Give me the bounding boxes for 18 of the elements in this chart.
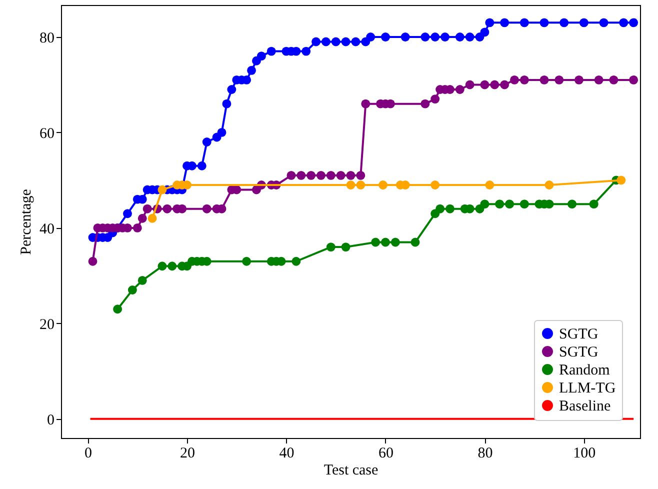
y-tick-label: 60 (40, 126, 54, 142)
y-axis-title: Percentage (18, 188, 34, 255)
legend-label: Baseline (559, 398, 611, 414)
x-tick-label: 20 (180, 446, 196, 462)
y-tick-label: 80 (40, 30, 54, 46)
x-tick-label: 60 (378, 446, 394, 462)
x-tick-label: 100 (573, 446, 596, 462)
x-axis-title: Test case (324, 462, 379, 478)
y-tick-label: 40 (40, 221, 54, 238)
legend-label: SGTG (559, 326, 598, 342)
legend-label: SGTG (559, 344, 598, 360)
x-tick-label: 80 (478, 446, 493, 462)
x-tick-label: 40 (279, 446, 294, 462)
legend-label: Random (559, 362, 610, 378)
y-tick-label: 0 (47, 412, 54, 428)
legend-label: LLM-TG (559, 380, 616, 396)
x-tick-label: 0 (84, 446, 92, 462)
y-tick-label: 20 (40, 316, 54, 333)
